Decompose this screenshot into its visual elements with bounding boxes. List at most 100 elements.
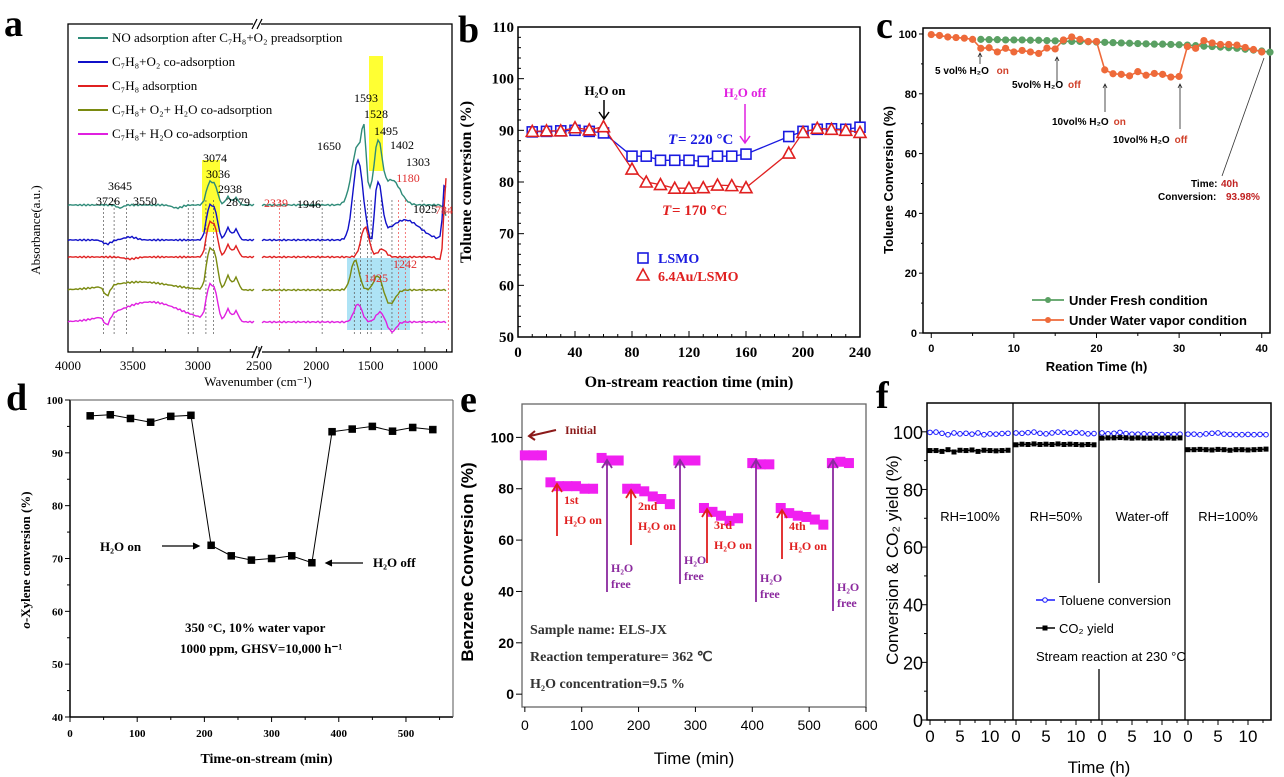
data-point xyxy=(1099,430,1105,436)
x-tick-label: 240 xyxy=(849,345,872,361)
data-point xyxy=(987,448,993,454)
data-point xyxy=(945,431,951,438)
data-point xyxy=(1019,430,1025,437)
peak-label: 1303 xyxy=(406,155,430,169)
peak-label: 1650 xyxy=(317,139,341,153)
legend-marker xyxy=(1045,297,1051,303)
data-point xyxy=(1239,447,1245,453)
arrow-icon xyxy=(527,429,557,441)
x-tick-label: 200 xyxy=(792,345,815,361)
data-point xyxy=(711,150,724,162)
x-tick-label: 10 xyxy=(1153,727,1172,746)
peak-label: 3645 xyxy=(108,179,132,193)
x-tick-label: 3000 xyxy=(185,358,211,373)
data-point xyxy=(1002,44,1010,52)
data-point xyxy=(1061,429,1067,436)
x-tick-label: 400 xyxy=(331,728,348,740)
panel-b-toluene-conversion: 0 40 80 120 160 200 240 50 60 70 80 90 100 110 On-stre… xyxy=(458,20,871,391)
data-point xyxy=(664,499,675,510)
x-tick-label: 5 xyxy=(1041,727,1050,746)
data-point xyxy=(1010,36,1018,44)
data-point xyxy=(1134,68,1142,76)
annotation-free: free xyxy=(760,587,780,601)
annotation-h2o: H₂O xyxy=(837,580,859,594)
x-tick-label: 10 xyxy=(981,727,1000,746)
data-point xyxy=(933,448,939,454)
data-point xyxy=(993,48,1001,56)
data-point xyxy=(1208,39,1216,47)
data-point xyxy=(784,508,795,519)
legend-marker xyxy=(637,252,649,264)
highlight-box xyxy=(347,258,410,330)
data-point xyxy=(539,123,554,137)
legend-label: C₇H₈+ H₂O co-adsorption xyxy=(112,126,248,141)
data-point xyxy=(388,427,397,435)
x-axis-title: On-stream reaction time (min) xyxy=(585,374,794,391)
data-point xyxy=(1141,435,1147,441)
panel-label-a: a xyxy=(4,3,23,45)
y-tick-label: 80 xyxy=(903,480,923,500)
data-point xyxy=(429,425,437,434)
arrow-icon xyxy=(1054,56,1060,82)
data-point xyxy=(227,552,236,560)
annotation-h2o-concentration: H₂O concentration=9.5 % xyxy=(530,677,685,692)
spectrum-line xyxy=(261,158,447,242)
data-point xyxy=(977,44,985,52)
y-tick-label: 90 xyxy=(499,123,514,139)
peak-label-red: 784 xyxy=(435,203,453,217)
data-point xyxy=(267,554,276,563)
data-point xyxy=(755,459,766,470)
annotation-conditions: 350 °C, 10% water vapor xyxy=(185,620,326,635)
data-point xyxy=(328,427,336,436)
annotation-t170: = 170 °C xyxy=(672,203,727,219)
annotation-cycle: 2nd xyxy=(638,499,658,513)
x-axis-title: Reation Time (h) xyxy=(1046,359,1148,374)
data-point xyxy=(588,483,599,494)
data-point xyxy=(747,458,758,469)
data-point xyxy=(1153,435,1159,441)
spectrum-line xyxy=(261,303,447,334)
legend-marker xyxy=(635,267,651,281)
data-point xyxy=(167,412,175,421)
data-point xyxy=(622,483,633,494)
data-point xyxy=(933,429,939,435)
data-point xyxy=(818,519,829,530)
peak-label: 3550 xyxy=(133,194,157,208)
data-point xyxy=(1043,431,1049,437)
x-tick-label: 500 xyxy=(398,728,415,740)
data-point xyxy=(567,120,583,134)
data-point xyxy=(368,422,377,431)
data-point xyxy=(1049,430,1055,436)
data-point xyxy=(944,33,952,41)
x-tick-label: 40 xyxy=(1256,343,1268,355)
data-point xyxy=(1215,446,1221,452)
data-point xyxy=(519,450,530,461)
peak-label-red: 2339 xyxy=(264,196,288,210)
data-point xyxy=(824,121,839,136)
plot-frame xyxy=(521,403,867,708)
data-point xyxy=(106,411,115,419)
data-point xyxy=(287,552,296,560)
annotation-time-value: 40h xyxy=(1221,179,1238,190)
spectrum-line xyxy=(261,259,447,305)
arrow-icon xyxy=(162,542,201,550)
y-tick-label: 80 xyxy=(498,481,514,497)
panel-label-b: b xyxy=(458,9,479,51)
data-point xyxy=(1067,441,1073,447)
data-point xyxy=(993,431,999,437)
legend-label: LSMO xyxy=(658,252,699,267)
data-point xyxy=(999,430,1005,437)
data-point xyxy=(207,541,215,550)
data-point xyxy=(999,448,1005,454)
data-point xyxy=(1055,441,1061,447)
legend-label: C₇H₈+ O₂+ H₂O co-adsorption xyxy=(112,102,273,117)
data-point xyxy=(710,177,725,191)
y-axis-title: Absorbance(a.u.) xyxy=(28,185,43,275)
data-point xyxy=(975,448,981,454)
annotation-initial: Initial xyxy=(565,423,597,437)
segment-label: Water-off xyxy=(1116,509,1169,524)
legend-label: CO₂ yield xyxy=(1059,621,1114,636)
data-point xyxy=(1171,435,1177,441)
data-point xyxy=(981,447,987,453)
y-tick-label: 40 xyxy=(905,208,917,220)
